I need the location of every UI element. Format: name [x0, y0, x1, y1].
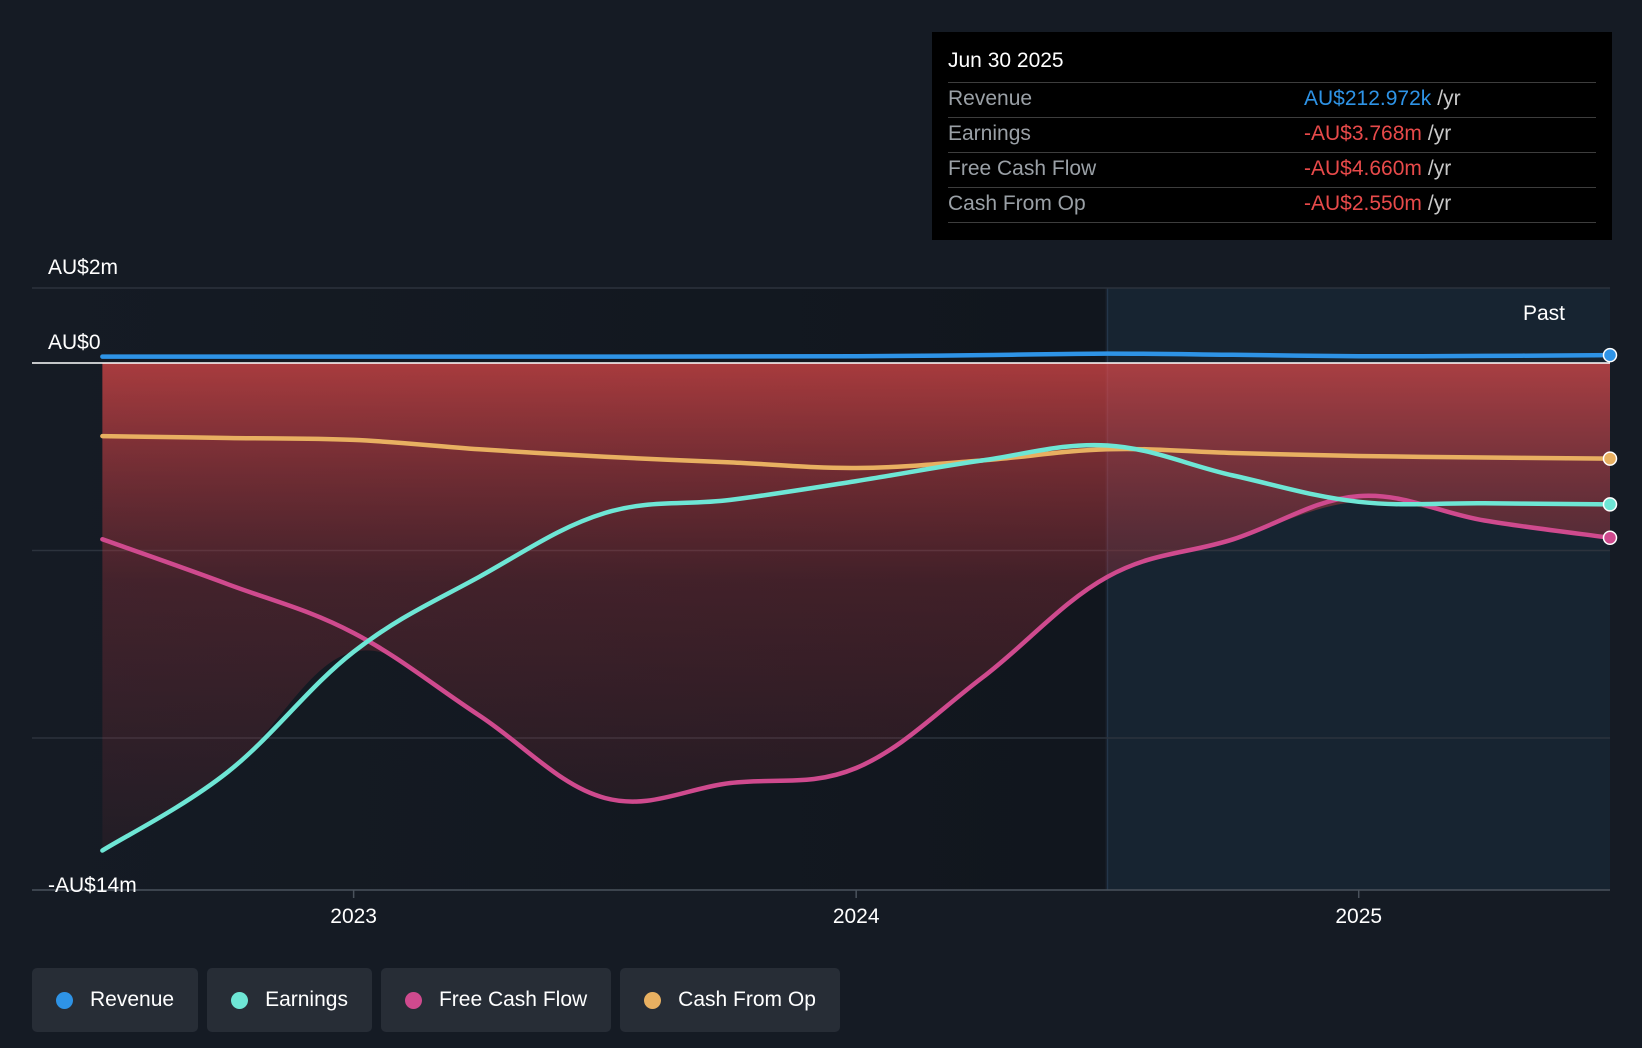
legend-item-earnings[interactable]: Earnings — [207, 968, 372, 1032]
tooltip-row: Earnings -AU$3.768m/yr — [948, 117, 1596, 152]
tooltip-row-value: -AU$3.768m — [1304, 122, 1422, 145]
series-end-marker-earnings — [1602, 497, 1618, 512]
legend-item-cash-from-op[interactable]: Cash From Op — [620, 968, 840, 1032]
legend-label: Cash From Op — [678, 988, 816, 1011]
tooltip-row: Revenue AU$212.972k/yr — [948, 82, 1596, 117]
tooltip-row: Cash From Op -AU$2.550m/yr — [948, 187, 1596, 223]
series-line-cash-from-op — [100, 433, 1613, 471]
legend-dot-icon — [56, 991, 73, 1009]
legend-dot-icon — [644, 991, 662, 1009]
x-tick-label: 2025 — [1335, 905, 1382, 928]
y-tick-label: AU$0 — [48, 331, 101, 354]
x-tick-label: 2024 — [833, 905, 880, 928]
series-end-marker-revenue — [1602, 347, 1618, 363]
tooltip-date: Jun 30 2025 — [948, 49, 1064, 72]
series-line-earnings — [100, 442, 1613, 853]
series-line-revenue — [100, 351, 1613, 359]
tooltip-row-unit: /yr — [1437, 87, 1461, 110]
tooltip-rows: Revenue AU$212.972k/yr Earnings -AU$3.768m /… — [948, 82, 1596, 223]
y-axis-labels: AU$2m AU$0 -AU$14m — [48, 256, 137, 897]
tooltip-row-label: Earnings — [948, 122, 1031, 145]
series-end-marker-free-cash-flow — [1602, 530, 1618, 545]
tooltip-row-value: AU$212.972k — [1304, 87, 1432, 110]
x-axis-ticks: 2023 2024 2025 — [330, 890, 1382, 928]
series-end-marker-cash-from-op — [1602, 451, 1618, 466]
tooltip-row-label: Revenue — [948, 87, 1033, 110]
legend-item-free-cash-flow[interactable]: Free Cash Flow — [380, 968, 612, 1032]
series-line-free-cash-flow — [100, 493, 1613, 804]
y-tick-label: AU$2m — [48, 256, 118, 279]
legend-label: Earnings — [265, 988, 348, 1011]
tooltip-row-value: -AU$2.550m — [1304, 192, 1422, 215]
tooltip-row-label: Free Cash Flow — [948, 157, 1097, 180]
y-tick-label: -AU$14m — [48, 874, 137, 897]
tooltip-row-unit: /yr — [1427, 122, 1452, 145]
x-tick-label: 2023 — [330, 905, 377, 928]
tooltip-row-unit: /yr — [1427, 157, 1452, 180]
legend-item-revenue[interactable]: Revenue — [32, 968, 199, 1032]
tooltip: Jun 30 2025 Revenue AU$212.972k/yr Earning… — [932, 32, 1612, 240]
tooltip-row: Free Cash Flow -AU$4.660m/yr — [948, 152, 1596, 187]
tooltip-row-unit: /yr — [1427, 192, 1452, 215]
series-end-markers — [1602, 347, 1618, 545]
legend-label: Revenue — [90, 988, 175, 1011]
negative-area-fill — [102, 363, 1610, 851]
series-lines — [100, 351, 1613, 853]
legend-dot-icon — [404, 991, 422, 1009]
legend-dot-icon — [231, 991, 249, 1009]
tooltip-row-label: Cash From Op — [948, 192, 1086, 215]
tooltip-row-value: -AU$4.660m — [1304, 157, 1422, 180]
legend-label: Free Cash Flow — [438, 988, 588, 1011]
legend: Revenue Earnings Free Cash Flow Cash From O… — [32, 968, 840, 1032]
past-label: Past — [1523, 302, 1565, 325]
